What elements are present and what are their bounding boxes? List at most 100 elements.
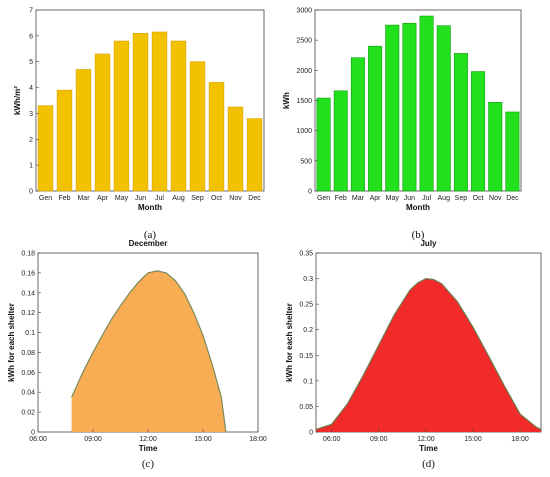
y-tick-label: 1500 xyxy=(296,98,312,105)
bar-b-may xyxy=(385,24,400,192)
x-tick-label: 06:00 xyxy=(29,436,47,443)
y-tick-label: 0.18 xyxy=(21,251,35,258)
area-fill-c xyxy=(71,270,226,432)
y-tick-label: 0 xyxy=(29,189,33,196)
y-tick-label: 0.1 xyxy=(303,378,313,385)
bar-b-oct xyxy=(471,71,486,192)
y-tick-label: 2500 xyxy=(296,38,312,45)
x-tick-label: 06:00 xyxy=(323,436,341,443)
plot-frame-a xyxy=(35,9,265,192)
bar-a-dec xyxy=(246,118,263,192)
bar-b-jun xyxy=(402,22,417,192)
y-tick-label: 500 xyxy=(300,158,312,165)
bar-a-nov xyxy=(227,106,244,192)
y-tick-label: 0.25 xyxy=(299,302,313,309)
x-tick-label: 18:00 xyxy=(511,436,529,443)
x-tick-label: Gen xyxy=(39,195,52,202)
y-tick-label: 0.1 xyxy=(25,330,35,337)
x-tick-label: Apr xyxy=(370,195,382,202)
x-tick-label: Apr xyxy=(97,195,109,202)
x-tick-label: 09:00 xyxy=(84,436,102,443)
y-tick-label: 1 xyxy=(29,163,33,170)
x-tick-label: Sep xyxy=(455,195,468,202)
bar-a-apr xyxy=(94,53,111,192)
x-axis-label: Month xyxy=(138,203,162,212)
x-axis-label: Month xyxy=(406,203,430,212)
y-tick-label: 0.05 xyxy=(299,404,313,411)
y-tick-label: 6 xyxy=(29,33,33,40)
x-tick-label: Sep xyxy=(191,195,204,202)
y-tick-label: 0.08 xyxy=(21,350,35,357)
y-tick-label: 5 xyxy=(29,59,33,66)
x-tick-label: Jun xyxy=(404,195,415,202)
x-tick-label: Jul xyxy=(422,195,431,202)
bar-a-jul xyxy=(151,31,168,192)
y-tick-label: 0 xyxy=(309,430,313,437)
y-axis-label: kWh for each shelter xyxy=(285,303,294,382)
x-tick-label: 12:00 xyxy=(139,436,157,443)
bar-a-feb xyxy=(56,89,73,192)
area-fill-d xyxy=(316,278,541,432)
x-tick-label: Dec xyxy=(506,195,519,202)
x-tick-label: Aug xyxy=(172,195,185,202)
x-tick-label: 15:00 xyxy=(194,436,212,443)
chart-title: December xyxy=(129,239,168,248)
y-tick-label: 0.3 xyxy=(303,276,313,283)
y-tick-label: 0.02 xyxy=(21,410,35,417)
y-tick-label: 0.14 xyxy=(21,290,35,297)
y-tick-label: 0.12 xyxy=(21,310,35,317)
y-tick-label: 0 xyxy=(31,430,35,437)
y-tick-label: 0.16 xyxy=(21,270,35,277)
bar-b-jul xyxy=(419,15,434,192)
bar-a-jun xyxy=(132,32,149,192)
bar-b-dec xyxy=(505,111,520,192)
y-tick-label: 0.15 xyxy=(299,353,313,360)
x-axis-label: Time xyxy=(419,444,438,453)
bar-b-apr xyxy=(368,45,383,192)
panel-label: (c) xyxy=(142,458,155,470)
area-line-c xyxy=(71,270,227,433)
y-tick-label: 0 xyxy=(308,189,312,196)
x-tick-label: Feb xyxy=(58,195,70,202)
y-axis-label: kWh for each shelter xyxy=(7,303,16,382)
bar-a-sep xyxy=(189,61,206,192)
x-tick-label: 15:00 xyxy=(464,436,482,443)
y-axis-label: kWh/m² xyxy=(13,86,22,115)
x-tick-label: 18:00 xyxy=(249,436,267,443)
x-tick-label: Dec xyxy=(248,195,261,202)
panel-label: (d) xyxy=(422,458,435,470)
x-axis-label: Time xyxy=(139,444,158,453)
y-tick-label: 0.35 xyxy=(299,251,313,258)
bar-a-may xyxy=(113,40,130,192)
y-tick-label: 0.04 xyxy=(21,390,35,397)
chart-title: July xyxy=(420,239,437,248)
y-tick-label: 2000 xyxy=(296,68,312,75)
y-tick-label: 0.06 xyxy=(21,370,35,377)
y-tick-label: 2 xyxy=(29,137,33,144)
y-axis-label: kWh xyxy=(282,92,291,109)
bar-a-oct xyxy=(208,82,225,192)
x-tick-label: Mar xyxy=(352,195,365,202)
bar-b-nov xyxy=(488,102,503,192)
y-tick-label: 7 xyxy=(29,8,33,15)
y-tick-label: 3000 xyxy=(296,8,312,15)
bar-b-sep xyxy=(453,53,468,192)
x-tick-label: Gen xyxy=(317,195,330,202)
panel-label: (b) xyxy=(412,229,425,241)
x-tick-label: May xyxy=(115,195,129,202)
x-tick-label: Jun xyxy=(135,195,146,202)
x-tick-label: 12:00 xyxy=(417,436,435,443)
y-tick-label: 1000 xyxy=(296,128,312,135)
bar-a-mar xyxy=(75,69,92,192)
y-tick-label: 0.2 xyxy=(303,327,313,334)
x-tick-label: Oct xyxy=(211,195,222,202)
x-tick-label: Nov xyxy=(229,195,242,202)
y-tick-label: 4 xyxy=(29,85,33,92)
bar-b-mar xyxy=(350,57,365,192)
x-tick-label: 09:00 xyxy=(370,436,388,443)
bar-b-aug xyxy=(436,25,451,192)
x-tick-label: Oct xyxy=(473,195,484,202)
bar-a-aug xyxy=(170,40,187,192)
x-tick-label: Aug xyxy=(438,195,451,202)
